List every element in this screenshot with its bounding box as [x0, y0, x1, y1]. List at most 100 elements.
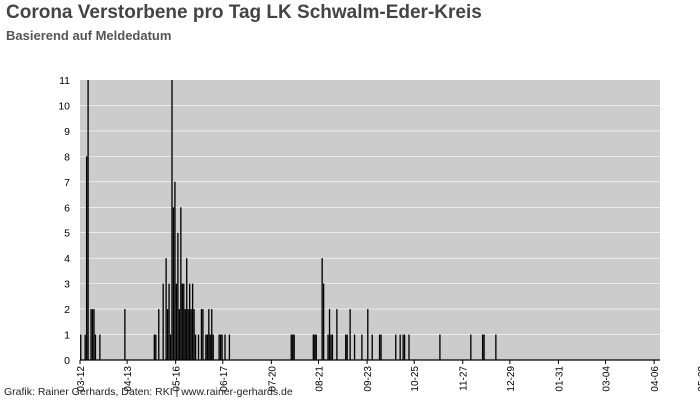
bar: [84, 334, 86, 360]
bar: [221, 334, 223, 360]
chart-subtitle: Basierend auf Meldedatum: [6, 28, 172, 43]
bar: [99, 334, 101, 360]
bar: [206, 334, 208, 360]
bar: [80, 334, 82, 360]
bar: [367, 309, 369, 360]
x-tick-label: 12-29: [506, 366, 517, 392]
bar: [91, 309, 94, 360]
x-tick-label: 01-31: [554, 366, 565, 392]
bar: [93, 309, 95, 360]
bar: [495, 334, 497, 360]
bar: [312, 334, 314, 360]
y-axis-ticks: 0 1 2 3 4 5 6 7 8 9 10 11: [58, 75, 70, 367]
bar: [85, 156, 88, 360]
y-tick-label: 5: [64, 228, 70, 240]
bar: [90, 309, 92, 360]
bar: [336, 309, 338, 360]
bar: [208, 309, 210, 360]
bar: [172, 207, 175, 360]
x-tick-label: 10-25: [410, 366, 421, 392]
bar: [187, 309, 189, 360]
x-axis-ticks: 03-12 04-13 05-16 06-17 07-20 08-21 09-23 10-25…: [76, 360, 700, 392]
x-tick-label: 08-21: [314, 366, 325, 392]
bar: [168, 283, 170, 360]
x-tick-label: 05-08: [697, 366, 700, 392]
bar: [292, 334, 294, 360]
bar: [330, 334, 332, 360]
bar: [153, 334, 156, 360]
bar: [174, 181, 176, 360]
bar: [321, 258, 323, 360]
y-tick-label: 0: [64, 355, 70, 367]
y-tick-label: 10: [58, 100, 70, 112]
bar: [181, 283, 183, 360]
bar: [169, 334, 172, 360]
y-tick-label: 6: [64, 202, 70, 214]
bar: [314, 334, 316, 360]
bar: [186, 258, 188, 360]
bar: [158, 309, 160, 360]
bar: [361, 334, 363, 360]
x-tick-label: 05-16: [172, 366, 183, 392]
y-tick-label: 7: [64, 177, 70, 189]
bar: [219, 334, 222, 360]
bar: [371, 334, 373, 360]
bar: [162, 283, 164, 360]
chart-title: Corona Verstorbene pro Tag LK Schwalm-Ed…: [6, 2, 482, 23]
bar: [205, 334, 207, 360]
bar: [166, 309, 169, 360]
bar: [322, 283, 325, 360]
y-tick-label: 8: [64, 151, 70, 163]
x-tick-label: 11-27: [459, 366, 470, 391]
bar: [483, 334, 485, 360]
bar: [202, 309, 204, 360]
bar: [87, 80, 89, 360]
bar: [353, 334, 356, 360]
x-tick-label: 04-06: [650, 366, 661, 392]
bar: [209, 334, 211, 360]
bar: [191, 283, 194, 360]
credit-footer: Grafik: Rainer Gerhards, Daten: RKI | ww…: [4, 386, 293, 398]
bar: [183, 283, 185, 360]
x-tick-label: 09-23: [363, 366, 374, 392]
bar: [293, 334, 295, 360]
bar: [328, 309, 331, 360]
bar: [212, 334, 214, 360]
bar-series: [80, 80, 497, 360]
bar: [346, 334, 348, 360]
bar: [155, 334, 157, 360]
bar: [228, 334, 231, 360]
x-tick-label: 03-04: [602, 366, 613, 392]
bar: [200, 309, 203, 360]
bar: [180, 207, 182, 360]
x-tick-label: 03-12: [76, 366, 87, 392]
bar: [193, 309, 195, 360]
bar: [124, 309, 126, 360]
bar: [184, 309, 186, 360]
bar: [439, 334, 441, 360]
bar: [380, 334, 382, 360]
bar: [177, 232, 179, 360]
bar: [165, 258, 167, 360]
bar: [175, 283, 178, 360]
x-tick-label: 04-13: [123, 366, 134, 392]
bar: [402, 334, 404, 360]
y-tick-label: 1: [64, 330, 70, 342]
bar: [190, 309, 192, 360]
bar: [349, 309, 351, 360]
y-tick-label: 2: [64, 304, 70, 316]
bar: [290, 334, 292, 360]
bar: [178, 309, 181, 360]
bar: [470, 334, 472, 360]
y-tick-label: 3: [64, 279, 70, 291]
bar: [224, 334, 226, 360]
bar: [408, 334, 410, 360]
x-tick-label: 06-17: [219, 366, 230, 392]
bar: [481, 334, 484, 360]
bar: [345, 334, 347, 360]
bar: [378, 334, 381, 360]
bar: [194, 334, 197, 360]
bar: [331, 334, 334, 360]
bar: [189, 283, 191, 360]
